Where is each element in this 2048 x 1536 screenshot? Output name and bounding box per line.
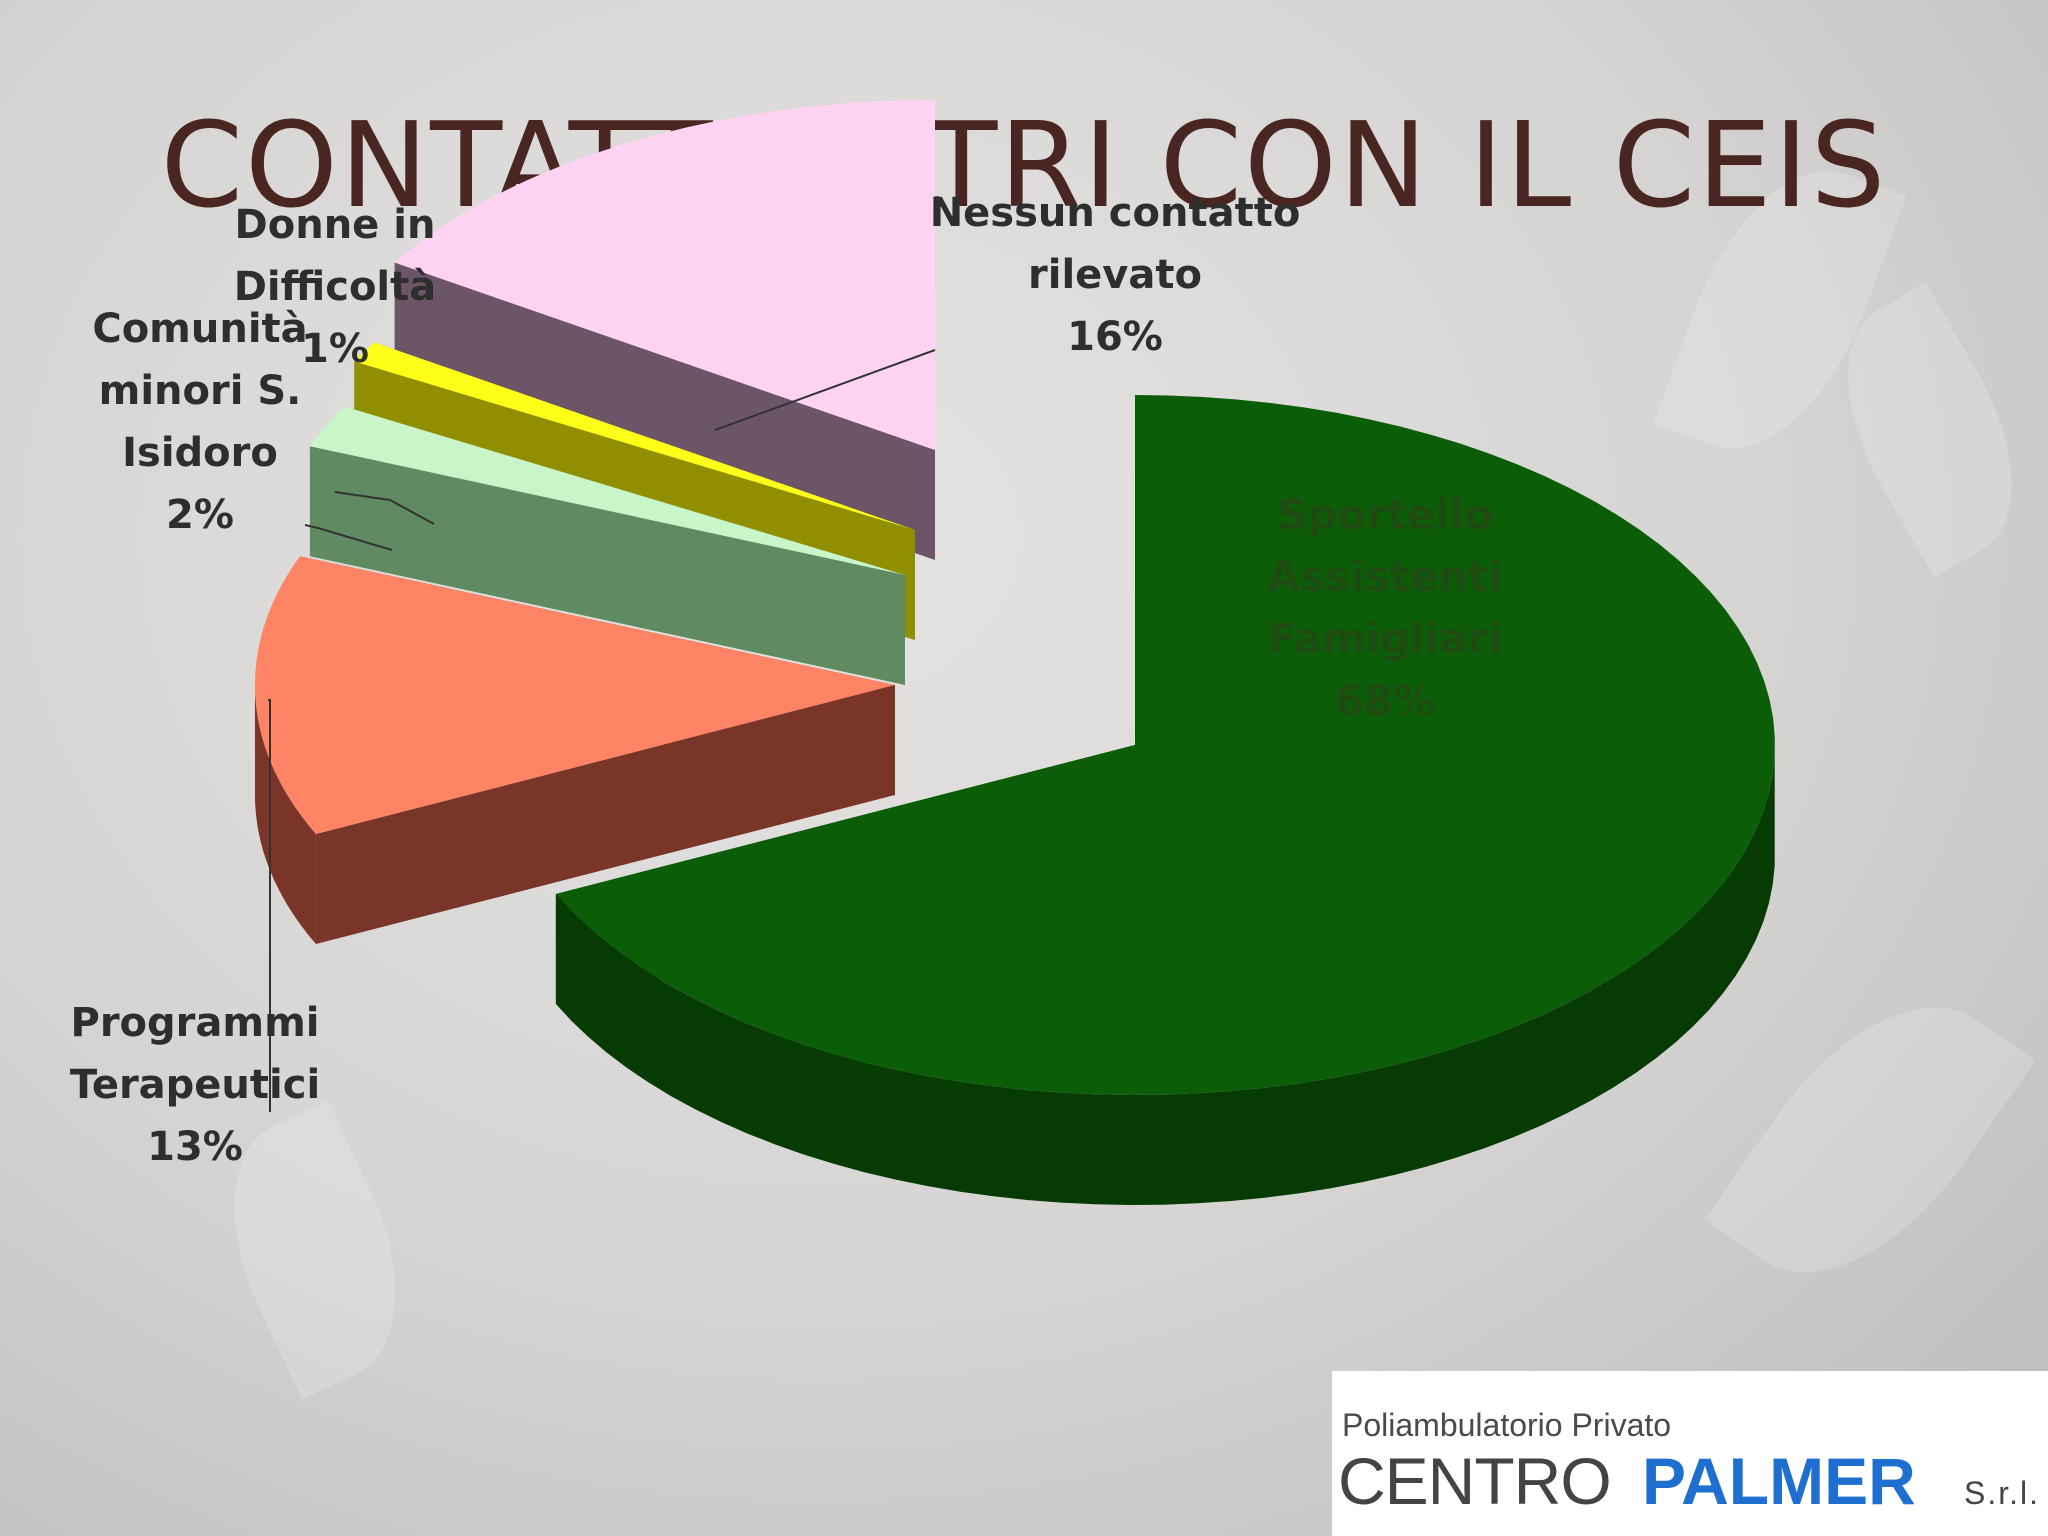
slice-percent: 1% — [301, 326, 369, 372]
centro-palmer-logo: Poliambulatorio Privato CENTRO PALMER S.… — [1332, 1371, 2048, 1536]
pie-slice-side — [555, 756, 1775, 1205]
pie-slice-top — [354, 342, 915, 530]
slice-label-line: Terapeutici — [70, 1062, 320, 1108]
slice-label-line: Comunità — [92, 306, 307, 352]
slice-percent: 13% — [147, 1124, 243, 1170]
slice-label-line: Donne in — [235, 202, 436, 248]
pie-slice-1 — [555, 395, 1775, 1205]
logo-palmer: PALMER — [1642, 1444, 1916, 1518]
slice-label-line: Isidoro — [122, 430, 278, 476]
pie-slice-top — [555, 395, 1775, 1095]
slice-label-1: Sportello Assistenti Famigliari 68% — [1267, 490, 1502, 725]
slice-label-line: Assistenti — [1268, 552, 1503, 601]
leader-line — [334, 491, 435, 525]
pie-slice-3 — [309, 406, 905, 685]
pie-slice-top — [309, 406, 905, 575]
slice-percent: 16% — [1067, 314, 1163, 360]
slice-label-line: minori S. — [99, 368, 302, 414]
slice-label-2: Programmi Terapeutici 13% — [70, 1000, 320, 1170]
slice-label-line: Difficoltà — [234, 264, 437, 310]
leader-line — [714, 349, 936, 431]
slice-percent: 68% — [1335, 676, 1436, 725]
slide-title: CONTATTI ALTRI CON IL CEIS — [160, 96, 1888, 234]
slice-label-line: Nessun contatto — [930, 190, 1301, 236]
pie-slice-side — [255, 685, 316, 944]
slice-label-5: Nessun contatto rilevato 16% — [930, 190, 1301, 360]
pie-slice-top — [394, 100, 936, 450]
slice-percent: 2% — [166, 492, 234, 538]
slice-label-line: rilevato — [1028, 252, 1202, 298]
leader-line — [304, 524, 393, 551]
pie-slice-cut-face — [394, 262, 936, 560]
logo-centro: CENTRO — [1338, 1444, 1612, 1518]
slice-label-line: Famigliari — [1267, 614, 1502, 663]
logo-srl: S.r.l. — [1964, 1475, 2041, 1511]
pie-slice-top — [255, 556, 895, 834]
slice-label-3: Comunità minori S. Isidoro 2% — [92, 306, 307, 538]
leader-line — [268, 699, 271, 1112]
slice-label-line: Programmi — [71, 1000, 320, 1046]
slice-label-line: Sportello — [1277, 490, 1493, 539]
pie-slice-2 — [255, 556, 895, 944]
logo-subtitle: Poliambulatorio Privato — [1342, 1407, 1672, 1443]
slice-label-4: Donne in Difficoltà 1% — [234, 202, 437, 372]
pie-slice-5 — [394, 100, 936, 560]
